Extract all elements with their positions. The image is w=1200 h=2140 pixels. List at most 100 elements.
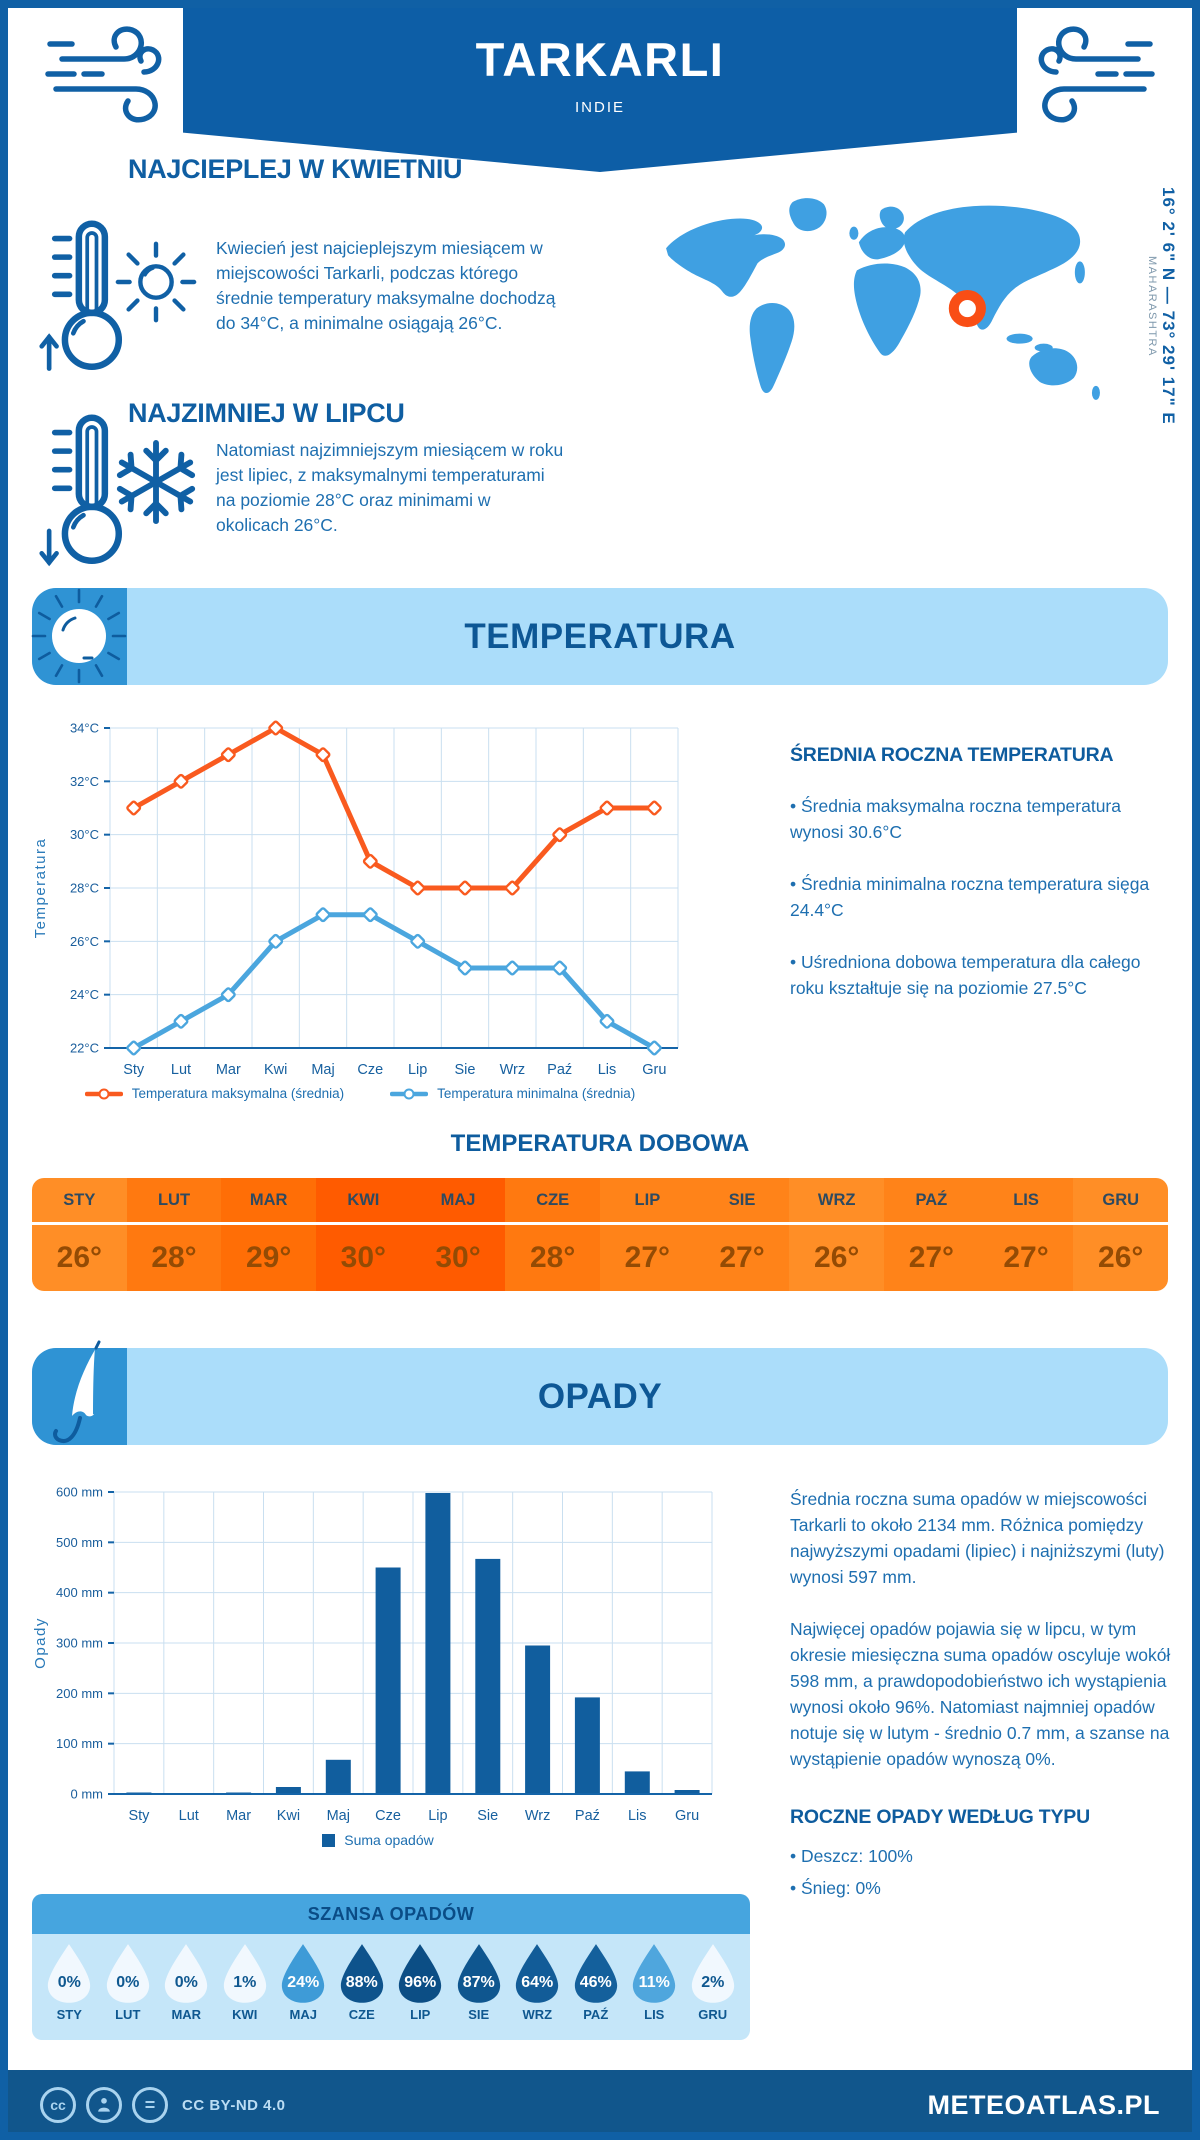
svg-text:Sie: Sie (455, 1062, 476, 1078)
temperature-summary: ŚREDNIA ROCZNA TEMPERATURA • Średnia mak… (790, 744, 1170, 1001)
rain-chance-item: 64% WRZ (508, 1934, 567, 2040)
daily-temp-column: GRU 26° (1073, 1178, 1168, 1291)
rain-chance-item: 96% LIP (391, 1934, 450, 2040)
daily-temp-value: 29° (245, 1241, 292, 1274)
daily-temp-column: MAJ 30° (410, 1178, 506, 1291)
footer-bar: cc = CC BY-ND 4.0 METEOATLAS.PL (8, 2070, 1192, 2132)
rain-chance-month: WRZ (522, 2007, 553, 2022)
precipitation-summary: Średnia roczna suma opadów w miejscowośc… (790, 1486, 1172, 1901)
header-banner: TARKARLI INDIE (183, 8, 1017, 172)
svg-text:100 mm: 100 mm (56, 1736, 103, 1751)
daily-temp-value: 27° (624, 1241, 671, 1274)
svg-text:22°C: 22°C (70, 1041, 99, 1056)
coordinates-text: 16° 2' 6" N — 73° 29' 17" E (1159, 187, 1178, 425)
daily-temp-value: 30° (435, 1241, 481, 1274)
rain-chance-item: 24% MAJ (274, 1934, 333, 2040)
daily-temp-column: MAR 29° (221, 1178, 317, 1291)
svg-text:Lis: Lis (628, 1808, 647, 1824)
svg-text:Cze: Cze (357, 1062, 383, 1078)
svg-text:Lut: Lut (179, 1808, 199, 1824)
sun-icon (112, 238, 200, 331)
droplet-icon: 0% (161, 1941, 211, 2005)
thermometer-high-icon (38, 212, 142, 389)
page-title: TARKARLI (475, 33, 725, 86)
daily-month-label: STY (32, 1178, 127, 1225)
svg-text:Mar: Mar (216, 1062, 241, 1078)
rain-chance-value: 64% (521, 1974, 554, 1991)
daily-temperature-title: TEMPERATURA DOBOWA (450, 1130, 750, 1157)
sun-banner-icon (31, 588, 127, 685)
daily-month-label: MAJ (410, 1178, 506, 1225)
cc-icon: cc (40, 2087, 76, 2123)
precipitation-chart-legend: Suma opadów (28, 1832, 728, 1848)
rain-chance-value: 87% (462, 1974, 495, 1991)
droplet-icon: 24% (278, 1941, 328, 2005)
map-location-marker (948, 289, 986, 328)
rain-chance-droplets: 0% STY 0% LUT 0% MAR 1% (32, 1934, 750, 2040)
temperature-chart: 22°C 24°C 26°C 28°C 30°C 32°C 34°C Sty Lut Mar Kwi… (32, 721, 679, 1078)
legend-item: Temperatura minimalna (średnia) (390, 1086, 635, 1101)
svg-text:500 mm: 500 mm (56, 1535, 103, 1550)
precipitation-section-title: OPADY (537, 1376, 663, 1416)
svg-text:Kwi: Kwi (277, 1808, 300, 1824)
daily-month-label: KWI (316, 1178, 411, 1225)
rain-chance-month: LUT (115, 2007, 141, 2022)
svg-text:Kwi: Kwi (264, 1062, 287, 1078)
droplet-icon: 2% (688, 1941, 738, 2005)
coldest-text: Natomiast najzimniejszym miesiącem w rok… (216, 440, 564, 535)
rain-chance-item: 11% LIS (625, 1934, 684, 2040)
daily-month-label: MAR (221, 1178, 317, 1225)
daily-temp-column: WRZ 26° (789, 1178, 885, 1291)
daily-temp-column: LIS 27° (978, 1178, 1074, 1291)
temperature-chart-legend: Temperatura maksymalna (średnia) Temperat… (28, 1086, 692, 1101)
daily-temp-value: 27° (719, 1241, 765, 1274)
daily-temperature-table: STY 26° LUT 28° MAR 29° KWI 30° MAJ 30° CZE 2… (32, 1178, 1168, 1291)
svg-text:Cze: Cze (375, 1808, 401, 1824)
droplet-icon: 0% (44, 1941, 94, 2005)
rain-chance-item: 88% CZE (333, 1934, 392, 2040)
rain-chance-panel: SZANSA OPADÓW 0% STY 0% LUT 0% (32, 1894, 750, 2040)
svg-text:200 mm: 200 mm (56, 1686, 103, 1701)
svg-text:Sie: Sie (477, 1808, 498, 1824)
cc-attribution-icon (86, 2087, 122, 2123)
daily-temp-column: LUT 28° (126, 1178, 222, 1291)
region-label: MAHARASHTRA (1146, 255, 1158, 357)
daily-month-label: LIP (600, 1178, 695, 1225)
droplet-icon: 87% (454, 1941, 504, 2005)
svg-text:Maj: Maj (311, 1062, 334, 1078)
warmest-text: Kwiecień jest najcieplejszym miesiącem w… (216, 238, 556, 333)
svg-text:Sty: Sty (128, 1808, 150, 1824)
daily-month-label: CZE (505, 1178, 601, 1225)
temperature-section-title: TEMPERATURA (464, 616, 736, 656)
rain-chance-month: GRU (698, 2007, 728, 2022)
daily-temp-value: 28° (530, 1241, 576, 1274)
daily-temp-value: 26° (814, 1241, 860, 1274)
rain-chance-item: 0% STY (40, 1934, 99, 2040)
rain-chance-item: 2% GRU (684, 1934, 743, 2040)
legend-line-marker (84, 1088, 123, 1099)
brand-label: METEOATLAS.PL (927, 2089, 1160, 2120)
umbrella-banner-icon (32, 1340, 127, 1445)
daily-temp-column: SIE 27° (694, 1178, 790, 1291)
droplet-icon: 96% (395, 1941, 445, 2005)
precipitation-chart: 0 mm 100 mm 200 mm 300 mm 400 mm 500 mm 600 mm… (32, 1485, 713, 1824)
daily-temp-column: CZE 28° (505, 1178, 601, 1291)
rain-chance-month: CZE (348, 2007, 375, 2022)
rain-chance-item: 0% MAR (157, 1934, 216, 2040)
svg-text:Temperatura: Temperatura (32, 838, 49, 939)
precipitation-type-bullet: • Śnieg: 0% (790, 1878, 881, 1898)
svg-text:26°C: 26°C (70, 934, 99, 949)
rain-chance-month: LIP (410, 2007, 431, 2022)
droplet-icon: 1% (220, 1941, 270, 2005)
temperature-summary-heading: ŚREDNIA ROCZNA TEMPERATURA (790, 744, 1114, 766)
legend-item: Suma opadów (322, 1832, 434, 1848)
svg-text:Gru: Gru (642, 1062, 666, 1078)
daily-month-label: LUT (126, 1178, 222, 1225)
temperature-bullet: • Uśredniona dobowa temperatura dla całe… (790, 952, 1141, 998)
daily-temp-column: LIP 27° (600, 1178, 695, 1291)
precipitation-type-heading: ROCZNE OPADY WEDŁUG TYPU (790, 1806, 1090, 1828)
thermometer-low-icon (38, 406, 142, 583)
rain-chance-item: 1% KWI (216, 1934, 275, 2040)
snowflake-icon (112, 438, 200, 531)
